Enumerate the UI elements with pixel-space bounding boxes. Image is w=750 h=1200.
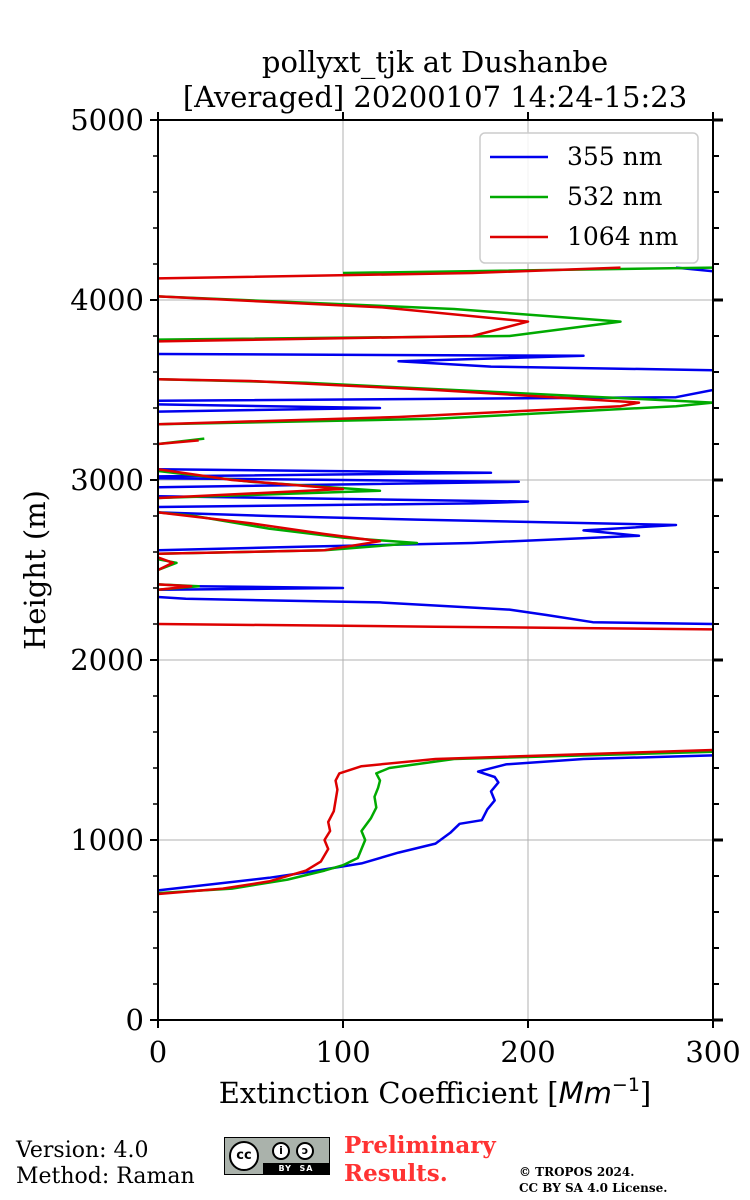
x-axis-label-exponent: −1: [612, 1074, 640, 1096]
x-axis-label-close: ]: [640, 1076, 651, 1110]
y-tick-label: 1000: [70, 823, 144, 857]
footer-info: Version: 4.0 Method: Raman: [16, 1138, 195, 1190]
y-tick-label: 0: [126, 1003, 144, 1037]
legend-label: 355 nm: [567, 142, 663, 171]
series-line-1064-nm: [158, 266, 713, 896]
x-axis-label-text: Extinction Coefficient [: [219, 1076, 559, 1110]
series-line-355-nm: [158, 266, 713, 892]
version-text: Version: 4.0: [16, 1138, 149, 1163]
legend-box: [479, 132, 699, 264]
extinction-profile-chart: pollyxt_tjk at Dushanbe [Averaged] 20200…: [18, 45, 741, 1110]
method-text: Method: Raman: [16, 1164, 195, 1189]
cc-license-badge[interactable]: cc i ↄ BY SA: [224, 1137, 330, 1175]
by-attribution-icon: i: [272, 1142, 290, 1160]
x-tick-label: 0: [149, 1035, 167, 1069]
license-sa-label: SA: [299, 1164, 314, 1173]
x-tick-label: 200: [500, 1035, 555, 1069]
chart-title-line2: [Averaged] 20200107 14:24-15:23: [183, 80, 687, 114]
license-by-label: BY: [278, 1164, 292, 1173]
preliminary-results-notice: Preliminary Results.: [344, 1132, 496, 1188]
series-lines: [158, 266, 713, 896]
legend-label: 532 nm: [567, 182, 663, 211]
x-axis-label: Extinction Coefficient [Mm−1]: [219, 1074, 652, 1110]
sa-sharealike-icon: ↄ: [296, 1142, 314, 1160]
license-strip: BY SA: [263, 1163, 329, 1174]
y-tick-label: 4000: [70, 283, 144, 317]
y-axis-label: Height (m): [18, 490, 52, 650]
y-tick-label: 3000: [70, 463, 144, 497]
copyright-notice: © TROPOS 2024. CC BY SA 4.0 License.: [519, 1164, 667, 1196]
x-tick-label: 300: [685, 1035, 740, 1069]
legend: 355 nm 532 nm 1064 nm: [479, 132, 699, 264]
y-tick-label: 2000: [70, 643, 144, 677]
chart-title-line1: pollyxt_tjk at Dushanbe: [262, 45, 608, 80]
y-tick-label: 5000: [70, 103, 144, 137]
preliminary-line1: Preliminary: [344, 1132, 496, 1159]
copyright-line2: CC BY SA 4.0 License.: [519, 1181, 668, 1195]
cc-icon: cc: [229, 1141, 259, 1171]
preliminary-line2: Results.: [344, 1160, 448, 1187]
legend-label: 1064 nm: [567, 222, 679, 251]
x-axis-label-unit: Mm: [559, 1076, 612, 1110]
copyright-line1: © TROPOS 2024.: [519, 1165, 635, 1179]
series-line-532-nm: [158, 266, 713, 895]
x-tick-label: 100: [315, 1035, 370, 1069]
plot-frame: [157, 119, 714, 1021]
